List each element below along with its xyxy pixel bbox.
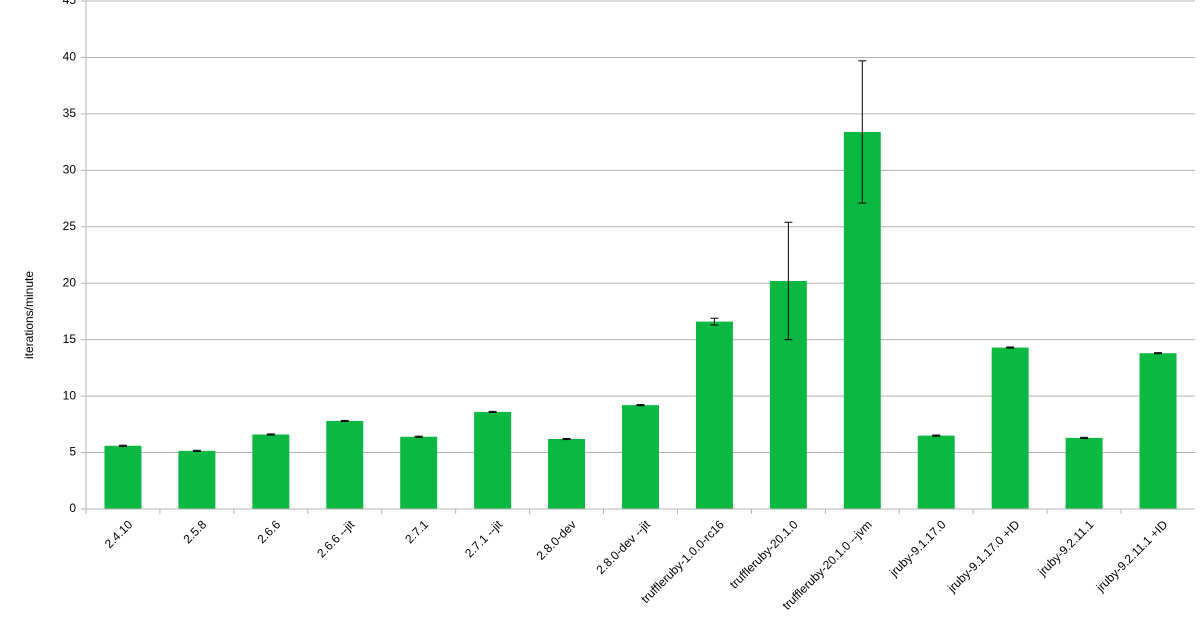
error-bar — [1154, 352, 1163, 355]
bar — [622, 405, 659, 509]
y-tick-label: 45 — [63, 0, 77, 7]
error-bar — [858, 60, 867, 204]
bar — [991, 347, 1029, 509]
bar — [252, 434, 290, 509]
x-tick-label: 2.4.10 — [102, 517, 136, 551]
error-bar — [118, 444, 127, 447]
error-bar — [932, 434, 941, 437]
y-axis-label: iterations/minute — [22, 271, 36, 359]
bar — [326, 420, 364, 509]
error-bar — [414, 435, 423, 438]
x-tick-label: jruby-9.1.17.0 +ID — [944, 517, 1023, 596]
x-tick-label: 2.6.6 --jit — [314, 517, 357, 560]
error-bar — [266, 433, 275, 436]
error-bar — [488, 410, 497, 413]
y-tick-label: 20 — [63, 275, 77, 289]
bar — [474, 411, 512, 509]
error-bar — [1080, 436, 1089, 439]
bar — [548, 439, 586, 509]
x-tick-label: jruby-9.2.11.1 — [1035, 517, 1097, 579]
x-tick-label: 2.7.1 — [402, 517, 431, 546]
error-bar — [636, 404, 645, 407]
y-tick-label: 15 — [63, 332, 77, 346]
y-tick-label: 5 — [69, 445, 76, 459]
error-bar — [562, 437, 571, 441]
x-tick-label: jruby-9.2.11.1 +ID — [1093, 517, 1171, 595]
y-tick-label: 30 — [63, 163, 77, 177]
bar — [695, 321, 733, 509]
y-tick-label: 25 — [63, 219, 77, 233]
bar — [1065, 437, 1103, 509]
x-tick-label: 2.5.8 — [180, 517, 209, 546]
x-tick-label: 2.6.6 — [254, 517, 283, 546]
error-bar — [1006, 346, 1015, 349]
x-tick-label: jruby-9.1.17.0 — [886, 517, 949, 580]
y-tick-label: 35 — [63, 106, 77, 120]
error-bar — [784, 221, 793, 341]
y-tick-label: 0 — [69, 501, 76, 515]
x-tick-label: truffleruby-20.1.0 — [727, 517, 801, 591]
bar — [1139, 353, 1177, 509]
x-tick-label: 2.7.1 --jit — [462, 517, 505, 560]
bar — [917, 435, 955, 509]
x-tick-label: truffleruby-1.0.0-rc16 — [638, 517, 727, 606]
error-bar — [340, 419, 349, 423]
error-bar — [192, 449, 201, 452]
x-tick-label: 2.8.0-dev — [534, 517, 579, 562]
error-bar — [710, 317, 719, 326]
bar — [178, 450, 216, 509]
y-tick-label: 40 — [63, 50, 77, 64]
bar — [400, 436, 438, 509]
y-tick-label: 10 — [63, 388, 77, 402]
x-tick-label: 2.8.0-dev --jit — [593, 517, 653, 577]
bar — [104, 445, 142, 509]
